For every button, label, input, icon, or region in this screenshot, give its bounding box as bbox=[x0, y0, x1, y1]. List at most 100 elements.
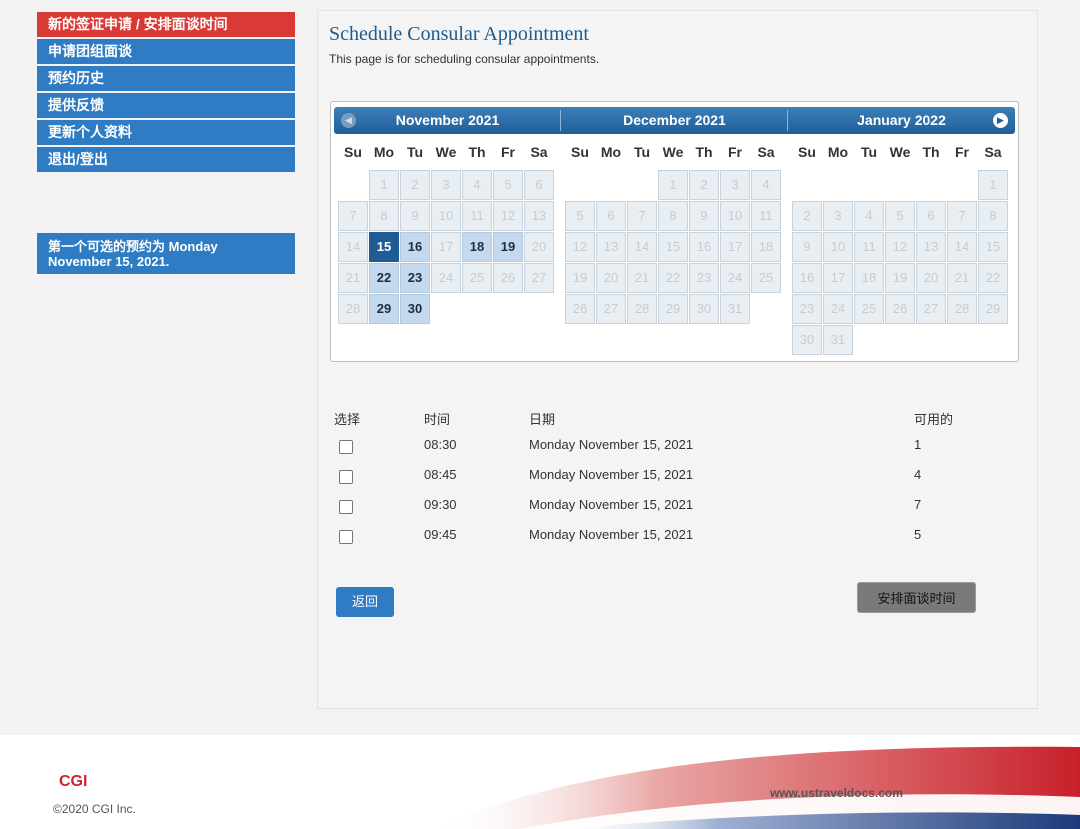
calendar-day-unavailable: 21 bbox=[947, 263, 977, 293]
calendar-day-unavailable: 3 bbox=[720, 170, 750, 200]
slot-available-count: 1 bbox=[914, 437, 922, 452]
weekday-header: Su Mo Tu We Th Fr Sa bbox=[338, 140, 555, 164]
slot-time: 08:30 bbox=[424, 437, 457, 452]
calendar-day-unavailable: 13 bbox=[916, 232, 946, 262]
table-row: 09:45 Monday November 15, 2021 5 bbox=[330, 524, 1010, 554]
calendar-day-unavailable: 23 bbox=[689, 263, 719, 293]
column-header-time: 时间 bbox=[424, 412, 451, 427]
calendar-day-unavailable: 25 bbox=[462, 263, 492, 293]
calendar-day-unavailable: 21 bbox=[338, 263, 368, 293]
weekday-label: Sa bbox=[530, 144, 548, 160]
weekday-label: Th bbox=[695, 144, 713, 160]
calendar-day-unavailable: 9 bbox=[689, 201, 719, 231]
weekday-label: Sa bbox=[757, 144, 775, 160]
footer-flag-band bbox=[430, 746, 1080, 829]
empty-day-cell bbox=[338, 170, 368, 200]
calendar-day-unavailable: 26 bbox=[493, 263, 523, 293]
empty-day-cell bbox=[565, 170, 595, 200]
calendar-day-unavailable: 17 bbox=[431, 232, 461, 262]
sidebar-item-update-profile[interactable]: 更新个人资料 bbox=[37, 120, 295, 145]
calendar-day-unavailable: 11 bbox=[751, 201, 781, 231]
weekday-label: Tu bbox=[406, 144, 424, 160]
calendar-day-selected[interactable]: 15 bbox=[369, 232, 399, 262]
calendar-day-unavailable: 8 bbox=[658, 201, 688, 231]
calendar-day-unavailable: 5 bbox=[885, 201, 915, 231]
calendar-day-available[interactable]: 22 bbox=[369, 263, 399, 293]
calendar-day-unavailable: 12 bbox=[493, 201, 523, 231]
sidebar-nav: 新的签证申请 / 安排面谈时间 申请团组面谈 预约历史 提供反馈 更新个人资料 … bbox=[37, 12, 295, 174]
month-title-november: November 2021 bbox=[395, 112, 500, 128]
slot-available-count: 4 bbox=[914, 467, 922, 482]
calendar-day-unavailable: 10 bbox=[720, 201, 750, 231]
empty-day-cell bbox=[854, 170, 884, 200]
column-header-available: 可用的 bbox=[914, 412, 954, 427]
sidebar-item-appointment-history[interactable]: 预约历史 bbox=[37, 66, 295, 91]
back-button[interactable]: 返回 bbox=[336, 587, 394, 617]
calendar-day-unavailable: 25 bbox=[854, 294, 884, 324]
calendar-day-unavailable: 24 bbox=[720, 263, 750, 293]
month-title-december: December 2021 bbox=[623, 112, 726, 128]
calendar-day-available[interactable]: 29 bbox=[369, 294, 399, 324]
weekday-label: We bbox=[662, 144, 684, 160]
calendar-day-unavailable: 17 bbox=[720, 232, 750, 262]
calendar-day-unavailable: 21 bbox=[627, 263, 657, 293]
sidebar-item-new-application[interactable]: 新的签证申请 / 安排面谈时间 bbox=[37, 12, 295, 37]
weekday-label: We bbox=[889, 144, 911, 160]
chevron-left-icon[interactable]: ◀ bbox=[341, 113, 356, 128]
calendar-day-unavailable: 27 bbox=[596, 294, 626, 324]
weekday-label: Su bbox=[798, 144, 816, 160]
slot-date: Monday November 15, 2021 bbox=[529, 527, 694, 542]
calendar-day-unavailable: 14 bbox=[627, 232, 657, 262]
weekday-label: Su bbox=[344, 144, 362, 160]
calendar-day-unavailable: 11 bbox=[462, 201, 492, 231]
chevron-right-icon[interactable]: ▶ bbox=[993, 113, 1008, 128]
calendar-day-unavailable: 1 bbox=[658, 170, 688, 200]
sidebar-item-logout[interactable]: 退出/登出 bbox=[37, 147, 295, 172]
empty-day-cell bbox=[596, 170, 626, 200]
footer-url[interactable]: www.ustraveldocs.com bbox=[770, 786, 903, 800]
calendar-day-unavailable: 30 bbox=[792, 325, 822, 355]
slot-time: 08:45 bbox=[424, 467, 457, 482]
calendar-day-unavailable: 30 bbox=[689, 294, 719, 324]
calendar-day-available[interactable]: 18 bbox=[462, 232, 492, 262]
empty-day-cell bbox=[627, 170, 657, 200]
calendar-day-unavailable: 19 bbox=[885, 263, 915, 293]
empty-day-cell bbox=[792, 170, 822, 200]
calendar-day-available[interactable]: 30 bbox=[400, 294, 430, 324]
calendar-day-unavailable: 18 bbox=[854, 263, 884, 293]
slot-checkbox[interactable] bbox=[339, 500, 353, 514]
calendar-day-unavailable: 12 bbox=[885, 232, 915, 262]
slot-available-count: 7 bbox=[914, 497, 922, 512]
calendar-day-unavailable: 4 bbox=[751, 170, 781, 200]
page-subtitle: This page is for scheduling consular app… bbox=[329, 52, 600, 66]
calendar-day-unavailable: 6 bbox=[524, 170, 554, 200]
table-row: 08:45 Monday November 15, 2021 4 bbox=[330, 464, 1010, 494]
sidebar-item-feedback[interactable]: 提供反馈 bbox=[37, 93, 295, 118]
slot-time: 09:30 bbox=[424, 497, 457, 512]
calendar-day-unavailable: 26 bbox=[885, 294, 915, 324]
column-header-select: 选择 bbox=[334, 412, 361, 427]
cgi-logo: CGI bbox=[59, 773, 88, 790]
sidebar-item-group-interview[interactable]: 申请团组面谈 bbox=[37, 39, 295, 64]
calendar-day-unavailable: 7 bbox=[627, 201, 657, 231]
calendar-day-available[interactable]: 16 bbox=[400, 232, 430, 262]
calendar-day-unavailable: 27 bbox=[916, 294, 946, 324]
slot-checkbox[interactable] bbox=[339, 530, 353, 544]
month-november: Su Mo Tu We Th Fr Sa 1 2 3 4 5 6 7 8 9 10 11 12 13 14… bbox=[338, 140, 555, 324]
calendar-day-available[interactable]: 19 bbox=[493, 232, 523, 262]
calendar-day-unavailable: 2 bbox=[400, 170, 430, 200]
slot-checkbox[interactable] bbox=[339, 440, 353, 454]
calendar-day-unavailable: 26 bbox=[565, 294, 595, 324]
calendar-day-unavailable: 20 bbox=[596, 263, 626, 293]
calendar-day-available[interactable]: 23 bbox=[400, 263, 430, 293]
schedule-interview-button[interactable]: 安排面谈时间 bbox=[857, 582, 976, 613]
calendar-day-unavailable: 7 bbox=[947, 201, 977, 231]
calendar-day-unavailable: 10 bbox=[823, 232, 853, 262]
month-divider bbox=[787, 110, 788, 131]
calendar-day-unavailable: 23 bbox=[792, 294, 822, 324]
weekday-label: Tu bbox=[633, 144, 651, 160]
slot-checkbox[interactable] bbox=[339, 470, 353, 484]
calendar-day-unavailable: 16 bbox=[689, 232, 719, 262]
calendar-day-unavailable: 13 bbox=[596, 232, 626, 262]
calendar-day-unavailable: 17 bbox=[823, 263, 853, 293]
